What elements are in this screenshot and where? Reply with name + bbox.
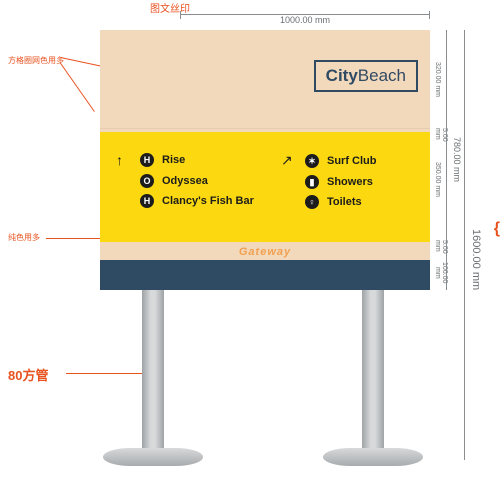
leader-line — [66, 373, 142, 374]
directory-row: O Odyssea — [116, 174, 255, 188]
poi-icon: ▮ — [305, 175, 319, 189]
arrow-upright-icon: ↗ — [281, 152, 295, 169]
dim-width-value: 1000.00 mm — [280, 15, 330, 25]
poi-label: Showers — [327, 176, 373, 188]
directory-col-right: ↗ ✶ Surf Club ▮ Showers ♀ Toilets — [265, 132, 430, 242]
directory-row: ▮ Showers — [281, 175, 420, 189]
dim-board-height: 780.00 mm — [452, 100, 462, 220]
poi-label: Odyssea — [162, 175, 208, 187]
poi-label: Rise — [162, 154, 185, 166]
directory-row: H Clancy's Fish Bar — [116, 194, 255, 208]
annotation-panel-note: 方格圈网色用多 — [8, 55, 64, 66]
top-panel: CityBeach — [100, 30, 430, 128]
dim-top-panel: 320.00 mm — [434, 40, 441, 120]
directory-col-left: ↑ H Rise O Odyssea H Clancy's Fish Bar — [100, 132, 265, 242]
annotation-post: 80方管 — [8, 365, 48, 384]
post-right — [362, 290, 384, 455]
dim-line — [446, 30, 447, 290]
directory-panel: ↑ H Rise O Odyssea H Clancy's Fish Bar ↗ — [100, 132, 430, 242]
logo-bold: City — [326, 66, 358, 85]
leader-line — [60, 62, 95, 112]
base-left — [103, 448, 203, 466]
dim-total-height: 1600.00 mm — [470, 200, 482, 320]
logo-box: CityBeach — [314, 60, 418, 92]
directory-row: ♀ Toilets — [281, 195, 420, 209]
poi-icon: ♀ — [305, 195, 319, 209]
post-left — [142, 290, 164, 455]
diagram-stage: 1000.00 mm 图文丝印 方格圈网色用多 纯色用多 80方管 CityBe… — [0, 0, 500, 500]
arrow-up-icon: ↑ — [116, 152, 130, 168]
poi-label: Clancy's Fish Bar — [162, 195, 254, 207]
logo-light: Beach — [358, 66, 406, 85]
poi-icon: O — [140, 174, 154, 188]
leader-line — [46, 238, 102, 239]
dim-width: 1000.00 mm — [180, 14, 430, 25]
dim-line — [464, 30, 465, 460]
directory-row: ↑ H Rise — [116, 152, 255, 168]
poi-icon: H — [140, 153, 154, 167]
poi-icon: H — [140, 194, 154, 208]
poi-label: Toilets — [327, 196, 362, 208]
sign-board: CityBeach ↑ H Rise O Odyssea H Cla — [100, 30, 430, 290]
annotation-color-note: 纯色用多 — [8, 232, 40, 243]
base-right — [323, 448, 423, 466]
gateway-label: Gateway — [239, 246, 291, 258]
poi-label: Surf Club — [327, 155, 377, 167]
directory-row: ↗ ✶ Surf Club — [281, 152, 420, 169]
dim-mid-panel: 350.00 mm — [434, 145, 441, 215]
poi-icon: ✶ — [305, 154, 319, 168]
bottom-panel — [100, 260, 430, 290]
annotation-print: 图文丝印 — [150, 0, 190, 15]
gateway-strip: Gateway — [100, 242, 430, 260]
cut-mark: { — [494, 220, 500, 238]
